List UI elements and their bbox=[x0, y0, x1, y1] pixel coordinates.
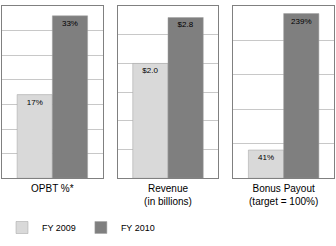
svg-text:$2.8: $2.8 bbox=[178, 20, 194, 29]
svg-text:$2.0: $2.0 bbox=[142, 66, 158, 75]
svg-text:OPBT %*: OPBT %* bbox=[31, 183, 74, 194]
svg-text:17%: 17% bbox=[27, 98, 43, 107]
svg-text:FY 2009: FY 2009 bbox=[42, 223, 76, 233]
svg-text:239%: 239% bbox=[291, 17, 311, 26]
svg-text:Bonus Payout(target = 100%): Bonus Payout(target = 100%) bbox=[249, 183, 318, 207]
svg-text:FY 2010: FY 2010 bbox=[121, 223, 155, 233]
svg-text:33%: 33% bbox=[62, 19, 78, 28]
svg-text:Revenue(in billions): Revenue(in billions) bbox=[144, 183, 192, 207]
svg-text:41%: 41% bbox=[258, 153, 274, 162]
